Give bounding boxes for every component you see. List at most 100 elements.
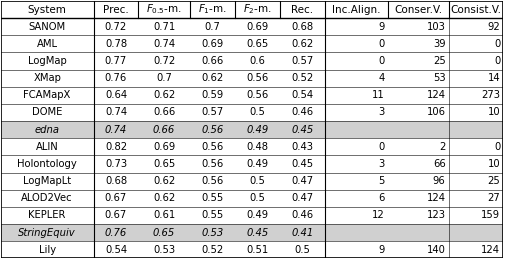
Text: DOME: DOME xyxy=(32,107,62,118)
Text: 0.48: 0.48 xyxy=(246,142,269,152)
Text: 0.56: 0.56 xyxy=(246,90,269,100)
Text: 0.64: 0.64 xyxy=(105,90,127,100)
Text: 0.82: 0.82 xyxy=(105,142,127,152)
Text: 0: 0 xyxy=(378,142,385,152)
Text: 9: 9 xyxy=(378,245,385,255)
Text: 0.69: 0.69 xyxy=(153,142,175,152)
Text: 0.68: 0.68 xyxy=(105,176,127,186)
Text: 0.72: 0.72 xyxy=(105,22,127,32)
Text: 0.73: 0.73 xyxy=(105,159,127,169)
Text: Rec.: Rec. xyxy=(292,4,313,15)
Text: 0.62: 0.62 xyxy=(153,176,175,186)
Text: 0.52: 0.52 xyxy=(201,245,224,255)
Text: SANOM: SANOM xyxy=(28,22,66,32)
Text: 124: 124 xyxy=(427,90,446,100)
Text: 0.67: 0.67 xyxy=(105,210,127,220)
Bar xyxy=(1,87,503,104)
Text: 0: 0 xyxy=(494,39,500,49)
Text: 0.56: 0.56 xyxy=(246,73,269,83)
Text: StringEquiv: StringEquiv xyxy=(18,228,76,238)
Text: 0.46: 0.46 xyxy=(292,107,313,118)
Text: 0.7: 0.7 xyxy=(204,22,220,32)
Text: 0.52: 0.52 xyxy=(292,73,313,83)
Text: edna: edna xyxy=(35,125,59,135)
Text: 0: 0 xyxy=(378,39,385,49)
Text: 0.76: 0.76 xyxy=(105,228,127,238)
Text: 0.56: 0.56 xyxy=(201,159,224,169)
Text: 27: 27 xyxy=(488,193,500,203)
Text: ALIN: ALIN xyxy=(36,142,58,152)
Text: 0.76: 0.76 xyxy=(105,73,127,83)
Text: 0.66: 0.66 xyxy=(153,125,175,135)
Text: 0.57: 0.57 xyxy=(201,107,224,118)
Text: 0.74: 0.74 xyxy=(153,39,175,49)
Text: 0.5: 0.5 xyxy=(249,107,266,118)
Text: 12: 12 xyxy=(372,210,385,220)
Text: 0.53: 0.53 xyxy=(153,245,175,255)
Bar xyxy=(1,121,503,138)
Text: 0.5: 0.5 xyxy=(249,176,266,186)
Text: KEPLER: KEPLER xyxy=(28,210,66,220)
Text: 10: 10 xyxy=(488,159,500,169)
Bar xyxy=(1,35,503,52)
Text: 9: 9 xyxy=(378,22,385,32)
Text: 0.49: 0.49 xyxy=(246,210,269,220)
Text: Conser.V.: Conser.V. xyxy=(394,4,442,15)
Text: 0.67: 0.67 xyxy=(105,193,127,203)
Text: 0.74: 0.74 xyxy=(105,107,127,118)
Text: 25: 25 xyxy=(433,56,446,66)
Text: 14: 14 xyxy=(488,73,500,83)
Text: 0.66: 0.66 xyxy=(153,107,175,118)
Bar xyxy=(1,138,503,155)
Text: 3: 3 xyxy=(378,159,385,169)
Text: 66: 66 xyxy=(433,159,446,169)
Text: 0.57: 0.57 xyxy=(292,56,313,66)
Text: 39: 39 xyxy=(433,39,446,49)
Bar xyxy=(1,172,503,190)
Text: 5: 5 xyxy=(378,176,385,186)
Text: 0.41: 0.41 xyxy=(292,228,313,238)
Text: 10: 10 xyxy=(488,107,500,118)
Text: 0.5: 0.5 xyxy=(249,193,266,203)
Text: 0.46: 0.46 xyxy=(292,210,313,220)
Text: XMap: XMap xyxy=(33,73,61,83)
Text: 0.47: 0.47 xyxy=(292,193,313,203)
Text: 0.47: 0.47 xyxy=(292,176,313,186)
Text: 6: 6 xyxy=(378,193,385,203)
Text: 0.7: 0.7 xyxy=(156,73,172,83)
Text: 0.69: 0.69 xyxy=(201,39,224,49)
Text: 0.61: 0.61 xyxy=(153,210,175,220)
Text: 0.65: 0.65 xyxy=(246,39,269,49)
Bar xyxy=(1,190,503,207)
Text: 273: 273 xyxy=(481,90,500,100)
Text: 0.43: 0.43 xyxy=(292,142,313,152)
Text: 96: 96 xyxy=(433,176,446,186)
Text: 124: 124 xyxy=(427,193,446,203)
Bar xyxy=(1,241,503,258)
Text: System: System xyxy=(28,4,67,15)
Text: 123: 123 xyxy=(427,210,446,220)
Text: 0.54: 0.54 xyxy=(292,90,313,100)
Text: 25: 25 xyxy=(488,176,500,186)
Text: 0: 0 xyxy=(494,142,500,152)
Bar xyxy=(1,207,503,224)
Bar xyxy=(1,18,503,35)
Text: 0.45: 0.45 xyxy=(246,228,269,238)
Text: 0.65: 0.65 xyxy=(153,159,175,169)
Text: 3: 3 xyxy=(378,107,385,118)
Text: 0.45: 0.45 xyxy=(292,125,313,135)
Text: 0.78: 0.78 xyxy=(105,39,127,49)
Text: 0.55: 0.55 xyxy=(201,193,224,203)
Text: 0.62: 0.62 xyxy=(292,39,313,49)
Text: 0.71: 0.71 xyxy=(153,22,175,32)
Text: FCAMapX: FCAMapX xyxy=(23,90,71,100)
Bar xyxy=(1,155,503,172)
Text: Inc.Align.: Inc.Align. xyxy=(332,4,380,15)
Text: 11: 11 xyxy=(372,90,385,100)
Text: 0.53: 0.53 xyxy=(201,228,224,238)
Text: 0.51: 0.51 xyxy=(246,245,269,255)
Text: 0.69: 0.69 xyxy=(246,22,269,32)
Text: 140: 140 xyxy=(427,245,446,255)
Text: 0.56: 0.56 xyxy=(201,142,224,152)
Text: 0.55: 0.55 xyxy=(201,210,224,220)
